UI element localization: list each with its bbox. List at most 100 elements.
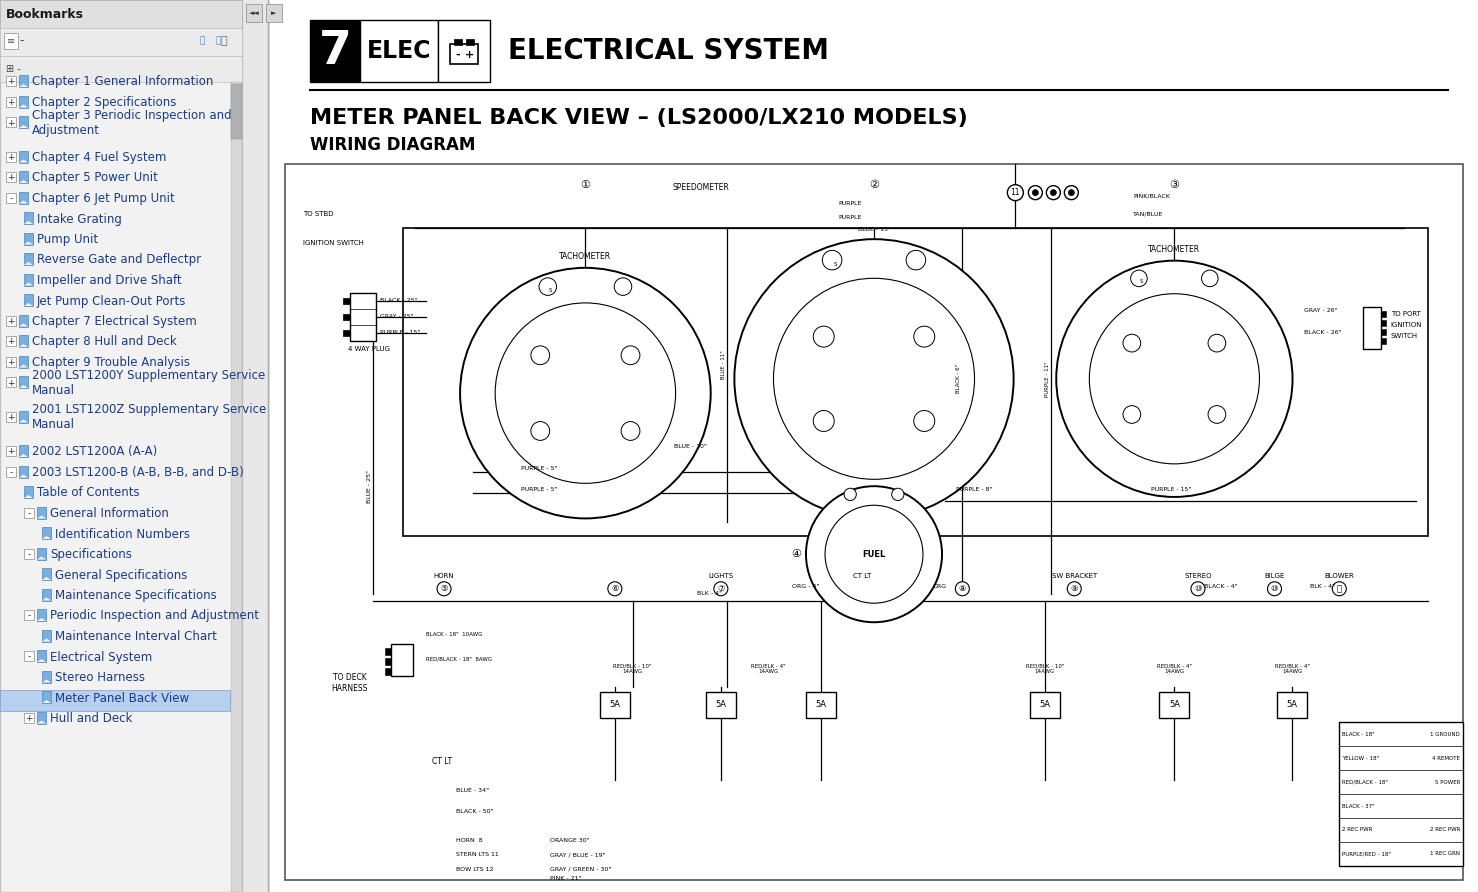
Circle shape — [1029, 186, 1042, 200]
Text: 5A: 5A — [609, 700, 621, 709]
Text: GRAY - 25": GRAY - 25" — [380, 314, 414, 319]
Bar — [343, 314, 350, 320]
Text: Chapter 7 Electrical System: Chapter 7 Electrical System — [33, 315, 197, 328]
Text: RED/BLACK - 18"  8AWG: RED/BLACK - 18" 8AWG — [426, 657, 492, 662]
Bar — [386, 657, 392, 665]
Bar — [6, 172, 16, 182]
Circle shape — [621, 346, 640, 365]
Text: ⑩: ⑩ — [1271, 584, 1278, 593]
Bar — [1380, 329, 1386, 335]
Text: Maintenance Specifications: Maintenance Specifications — [55, 589, 217, 602]
Bar — [231, 84, 242, 139]
Circle shape — [1208, 334, 1225, 352]
Text: RED/BLK - 10"
14AWG: RED/BLK - 10" 14AWG — [613, 664, 652, 674]
Bar — [270, 0, 1478, 892]
FancyBboxPatch shape — [19, 445, 28, 457]
Polygon shape — [19, 104, 28, 108]
Polygon shape — [41, 639, 52, 641]
Bar — [1277, 691, 1307, 717]
Text: RED/BLK - 4"
14AWG: RED/BLK - 4" 14AWG — [1157, 664, 1191, 674]
Bar — [6, 316, 16, 326]
Text: BLACK - 18"  10AWG: BLACK - 18" 10AWG — [426, 632, 483, 637]
FancyBboxPatch shape — [19, 356, 28, 368]
FancyBboxPatch shape — [19, 335, 28, 347]
Bar — [1030, 691, 1060, 717]
FancyBboxPatch shape — [24, 486, 33, 498]
Circle shape — [1067, 582, 1082, 596]
Circle shape — [531, 346, 550, 365]
FancyBboxPatch shape — [37, 650, 46, 662]
Bar — [449, 44, 477, 64]
Text: TO DECK
HARNESS: TO DECK HARNESS — [331, 673, 368, 693]
Circle shape — [813, 410, 834, 432]
Text: 1 REC GRN: 1 REC GRN — [1431, 851, 1460, 856]
Circle shape — [1268, 582, 1281, 596]
Circle shape — [822, 251, 842, 270]
Text: BLUE - 15": BLUE - 15" — [857, 227, 890, 232]
Text: ORG - 4": ORG - 4" — [792, 584, 819, 589]
Bar — [6, 446, 16, 456]
Text: 🔖: 🔖 — [216, 37, 220, 45]
FancyBboxPatch shape — [19, 116, 28, 128]
Text: ④: ④ — [791, 549, 801, 559]
Bar — [343, 330, 350, 336]
Bar — [6, 96, 16, 106]
Circle shape — [1191, 582, 1205, 596]
Text: ⊞ -: ⊞ - — [6, 64, 21, 74]
Text: 2001 LST1200Z Supplementary Service
Manual: 2001 LST1200Z Supplementary Service Manu… — [33, 403, 266, 432]
Bar — [386, 648, 392, 655]
Text: +: + — [7, 119, 15, 128]
Text: -: - — [28, 509, 31, 518]
Bar — [350, 293, 375, 341]
Bar — [454, 39, 463, 45]
Text: PURPLE: PURPLE — [838, 201, 862, 206]
Text: PINK - 21": PINK - 21" — [550, 876, 581, 881]
Circle shape — [615, 277, 631, 295]
Circle shape — [460, 268, 711, 518]
Bar — [1363, 307, 1380, 349]
Text: ORANGE 30": ORANGE 30" — [550, 838, 590, 843]
Bar — [0, 0, 242, 892]
Text: GRAY / GREEN - 30": GRAY / GREEN - 30" — [550, 867, 612, 871]
Text: BLK - 4": BLK - 4" — [1310, 584, 1335, 589]
Text: PURPLE - 5": PURPLE - 5" — [520, 466, 557, 471]
Text: BLACK - 6": BLACK - 6" — [956, 364, 962, 393]
Text: Chapter 9 Trouble Analysis: Chapter 9 Trouble Analysis — [33, 356, 191, 369]
FancyBboxPatch shape — [19, 315, 28, 326]
Text: Electrical System: Electrical System — [50, 650, 152, 664]
Text: SPEEDOMETER: SPEEDOMETER — [672, 183, 729, 192]
Polygon shape — [37, 618, 46, 621]
Text: CT LT: CT LT — [853, 573, 872, 579]
Text: ELEC: ELEC — [367, 39, 432, 63]
Text: PURPLE - 8": PURPLE - 8" — [956, 487, 993, 492]
Text: BLACK - 25": BLACK - 25" — [380, 299, 417, 303]
Polygon shape — [24, 495, 33, 498]
Circle shape — [1332, 582, 1346, 596]
Text: 5 POWER: 5 POWER — [1435, 780, 1460, 785]
Circle shape — [1089, 293, 1259, 464]
Text: ORG: ORG — [933, 584, 947, 589]
FancyBboxPatch shape — [41, 589, 52, 600]
Text: +: + — [7, 317, 15, 326]
Text: +: + — [7, 358, 15, 367]
Bar — [1380, 338, 1386, 344]
FancyBboxPatch shape — [19, 95, 28, 108]
Text: Stereo Harness: Stereo Harness — [55, 671, 145, 684]
Text: 2000 LST1200Y Supplementary Service
Manual: 2000 LST1200Y Supplementary Service Manu… — [33, 369, 265, 397]
Text: Chapter 3 Periodic Inspection and
Adjustment: Chapter 3 Periodic Inspection and Adjust… — [33, 109, 232, 137]
Text: RED/BLACK - 18": RED/BLACK - 18" — [1342, 780, 1388, 785]
Circle shape — [714, 582, 727, 596]
FancyBboxPatch shape — [24, 212, 33, 224]
Polygon shape — [37, 557, 46, 559]
Circle shape — [773, 278, 974, 479]
Text: BILGE: BILGE — [1264, 573, 1284, 579]
Circle shape — [1208, 406, 1225, 424]
Circle shape — [891, 488, 905, 500]
Text: 🗑: 🗑 — [220, 36, 228, 46]
Polygon shape — [19, 385, 28, 388]
Bar — [1380, 320, 1386, 326]
Circle shape — [1046, 186, 1060, 200]
Text: BLUE - 10": BLUE - 10" — [674, 444, 706, 450]
Bar — [392, 644, 412, 676]
FancyBboxPatch shape — [19, 376, 28, 388]
